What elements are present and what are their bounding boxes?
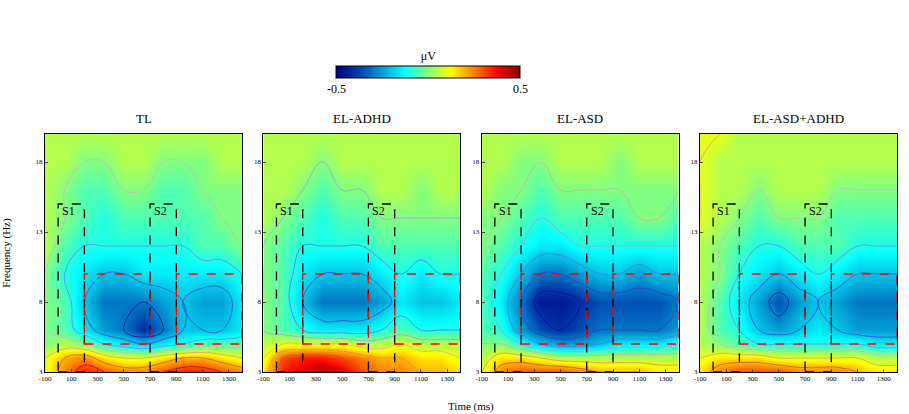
svg-text:S2: S2 [154,204,167,218]
svg-text:3: 3 [257,368,261,376]
svg-text:μV: μV [421,49,436,63]
svg-text:900: 900 [608,375,619,383]
svg-text:500: 500 [774,375,785,383]
svg-text:S1: S1 [499,204,512,218]
svg-text:Frequency (Hz): Frequency (Hz) [0,218,13,288]
svg-text:500: 500 [555,375,566,383]
svg-text:S1: S1 [280,204,293,218]
svg-text:TL: TL [136,111,152,126]
svg-text:S2: S2 [372,204,385,218]
svg-text:300: 300 [92,375,103,383]
svg-text:100: 100 [721,375,732,383]
svg-text:700: 700 [145,375,156,383]
svg-text:13: 13 [691,228,699,236]
svg-text:3: 3 [39,368,43,376]
svg-text:18: 18 [691,158,699,166]
svg-text:500: 500 [337,375,348,383]
svg-text:18: 18 [472,158,480,166]
svg-text:8: 8 [39,298,43,306]
svg-text:1100: 1100 [196,375,210,383]
svg-text:Time (ms): Time (ms) [448,400,494,413]
svg-text:700: 700 [363,375,374,383]
svg-text:500: 500 [119,375,130,383]
svg-text:-100: -100 [694,375,707,383]
svg-text:900: 900 [826,375,837,383]
svg-text:300: 300 [311,375,322,383]
svg-text:S1: S1 [717,204,730,218]
svg-text:700: 700 [581,375,592,383]
svg-text:3: 3 [476,368,480,376]
svg-text:300: 300 [529,375,540,383]
svg-text:S2: S2 [591,204,604,218]
svg-text:1300: 1300 [222,375,237,383]
svg-text:13: 13 [254,228,262,236]
svg-text:300: 300 [747,375,758,383]
svg-text:13: 13 [472,228,480,236]
svg-text:700: 700 [800,375,811,383]
svg-text:EL-ASD+ADHD: EL-ASD+ADHD [753,111,844,126]
svg-text:1100: 1100 [414,375,428,383]
svg-text:1100: 1100 [851,375,865,383]
svg-text:8: 8 [694,298,698,306]
svg-text:1100: 1100 [632,375,646,383]
svg-text:1300: 1300 [659,375,674,383]
svg-text:100: 100 [66,375,77,383]
svg-text:-100: -100 [475,375,488,383]
svg-text:13: 13 [36,228,44,236]
svg-text:8: 8 [476,298,480,306]
svg-text:8: 8 [257,298,261,306]
svg-text:1300: 1300 [440,375,455,383]
svg-text:-100: -100 [39,375,52,383]
svg-text:0.5: 0.5 [513,82,528,96]
svg-text:EL-ASD: EL-ASD [557,111,603,126]
svg-text:3: 3 [694,368,698,376]
svg-text:900: 900 [389,375,400,383]
svg-text:18: 18 [36,158,44,166]
svg-text:S1: S1 [62,204,75,218]
svg-text:18: 18 [254,158,262,166]
svg-text:900: 900 [171,375,182,383]
svg-text:1300: 1300 [877,375,892,383]
svg-text:100: 100 [503,375,514,383]
svg-text:EL-ADHD: EL-ADHD [333,111,391,126]
svg-text:100: 100 [284,375,295,383]
svg-text:-100: -100 [257,375,270,383]
svg-text:-0.5: -0.5 [327,82,346,96]
svg-text:S2: S2 [809,204,822,218]
